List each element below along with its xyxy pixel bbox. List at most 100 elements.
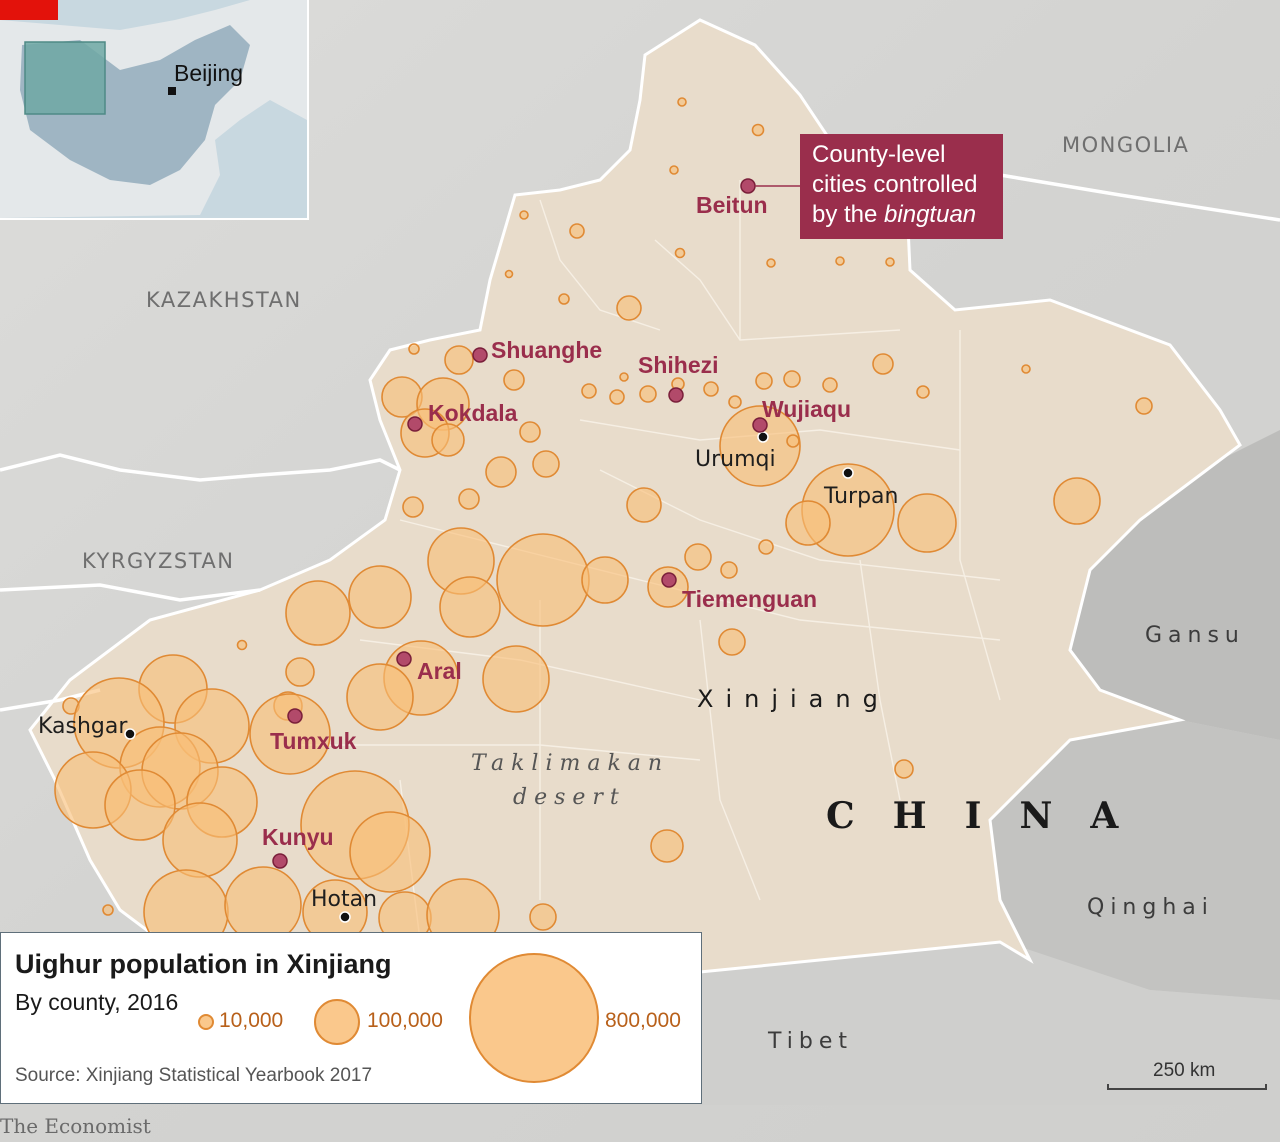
inset-map-svg: Beijing [0,0,307,218]
economist-red-tag [0,0,58,20]
inset-locator-map: Beijing [0,0,309,220]
callout-line1: County-level [812,141,946,168]
county-bubble [894,759,914,779]
county-bubble [1021,364,1031,374]
callout-text: County-level cities controlled by the bi… [812,140,991,230]
callout-line3-prefix: by the [812,201,885,228]
county-bubble [639,385,657,403]
scale-line [1107,1084,1267,1090]
inset-beijing-label: Beijing [174,60,243,86]
legend-title: Uighur population in Xinjiang [15,949,392,979]
county-bubble [897,493,957,553]
county-bubble [755,372,773,390]
urumqi-dot [757,431,769,443]
county-bubble [569,223,585,239]
county-bubble [766,258,776,268]
label-desert-line2: desert [513,785,626,810]
county-bubble [785,500,831,546]
county-bubble [346,663,414,731]
county-bubble [885,257,895,267]
beijing-marker [168,87,176,95]
publisher-credit: The Economist [0,1114,151,1138]
aral-marker [396,651,412,667]
bingtuan-tumxuk-label: Tumxuk [270,728,357,754]
bingtuan-tiemenguan-label: Tiemenguan [682,586,817,612]
county-bubble [102,904,114,916]
bingtuan-shihezi-label: Shihezi [638,352,719,378]
legend-source: Source: Xinjiang Statistical Yearbook 20… [15,1065,373,1086]
scale-bar: 250 km [1107,1060,1267,1090]
county-bubble [677,97,687,107]
county-bubble [758,539,774,555]
county-bubble [872,353,894,375]
county-bubble [458,488,480,510]
county-bubble [162,802,238,878]
legend-subtitle: By county, 2016 [15,989,179,1015]
callout-line3-italic: bingtuan [884,201,977,228]
county-bubble [1053,477,1101,525]
bingtuan-callout-box: County-level cities controlled by the bi… [800,134,1003,239]
legend-value-large: 800,000 [605,1009,681,1032]
county-bubble [786,434,800,448]
callout-line2: cities controlled [812,171,978,198]
county-bubble [285,580,351,646]
county-bubble [529,903,557,931]
tiemenguan-marker [661,572,677,588]
legend-circle-small [198,1014,214,1030]
city-urumqi-label: Urumqi [695,447,776,472]
county-bubble [718,628,746,656]
county-bubble [503,369,525,391]
county-bubble [349,811,431,893]
legend-value-medium: 100,000 [367,1009,443,1032]
county-bubble [532,450,560,478]
tumxuk-marker [287,708,303,724]
county-bubble [650,829,684,863]
label-desert-line1: Taklimakan [471,751,669,776]
city-kashgar-label: Kashgar [38,714,128,739]
label-china: CHINA [826,795,1156,837]
qinghai-region [990,720,1280,1000]
bingtuan-kokdala-label: Kokdala [428,400,518,426]
shuanghe-marker [472,347,488,363]
county-bubble [616,295,642,321]
county-bubble [674,247,686,259]
county-bubble [835,256,845,266]
label-kyrgyzstan: KYRGYZSTAN [82,549,234,573]
county-bubble [236,639,248,651]
county-bubble [519,210,529,220]
label-gansu: Gansu [1145,623,1245,648]
county-bubble [408,343,420,355]
scale-label: 250 km [1153,1060,1216,1081]
tibet-region [700,940,1280,1105]
bingtuan-aral-label: Aral [417,658,462,684]
kashgar-dot [124,728,136,740]
county-bubble [485,456,517,488]
legend-circle-medium [314,999,360,1045]
legend-circle-large [469,953,599,1083]
bingtuan-wujiaqu-label: Wujiaqu [762,396,851,422]
county-bubble [496,533,590,627]
label-tibet: Tibet [767,1029,853,1054]
label-qinghai: Qinghai [1087,895,1214,920]
beitun-marker [740,178,756,194]
bingtuan-shuanghe-label: Shuanghe [491,337,602,363]
label-mongolia: MONGOLIA [1062,133,1189,157]
shihezi-marker [668,387,684,403]
kunyu-marker [272,853,288,869]
county-bubble [619,372,629,382]
county-bubble [348,565,412,629]
county-bubble [285,657,315,687]
city-turpan-label: Turpan [823,484,898,509]
bingtuan-markers [272,178,768,869]
county-bubble [626,487,662,523]
wujiaqu-marker [752,417,768,433]
county-bubble [558,293,570,305]
hotan-dot [339,911,351,923]
county-bubble [249,693,331,775]
county-bubble [581,383,597,399]
county-bubble [751,123,765,137]
county-bubble [104,769,176,841]
county-bubble [822,377,838,393]
county-bubble [581,556,629,604]
county-bubble [720,561,738,579]
